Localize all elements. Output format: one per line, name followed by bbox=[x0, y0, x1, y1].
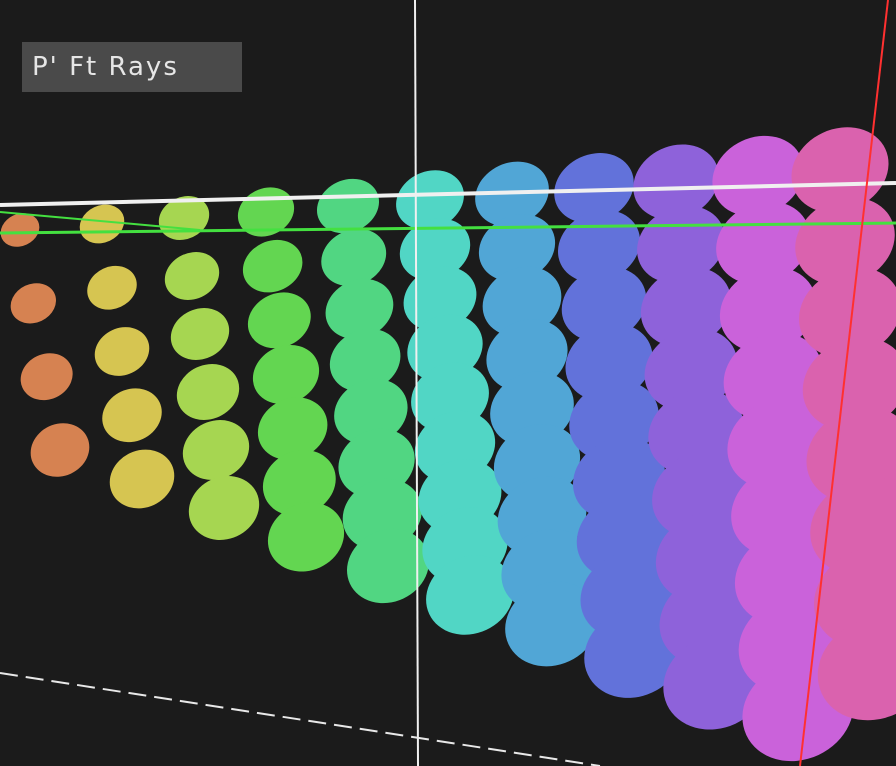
ray-blob bbox=[252, 344, 320, 405]
axis-line bbox=[0, 181, 896, 207]
ray-blob bbox=[723, 332, 823, 421]
ray-blob bbox=[802, 337, 896, 431]
ray-blob bbox=[633, 144, 719, 220]
ray-blob bbox=[30, 423, 90, 477]
ray-blob bbox=[237, 187, 295, 237]
ray-blob bbox=[814, 547, 896, 648]
ray-blob bbox=[426, 555, 514, 635]
ray-blob bbox=[403, 266, 477, 332]
ray-blob bbox=[79, 204, 125, 244]
ray-blob bbox=[188, 476, 260, 540]
ray-blob bbox=[640, 266, 732, 348]
axis-line bbox=[0, 672, 601, 766]
ray-blob bbox=[262, 449, 336, 516]
ray-blob bbox=[334, 378, 408, 445]
ray-blob bbox=[176, 364, 240, 420]
axis-line bbox=[0, 221, 896, 235]
ray-blob bbox=[94, 327, 150, 376]
ray-blob bbox=[267, 502, 345, 572]
ray-blob bbox=[795, 197, 895, 286]
ray-blob bbox=[505, 581, 599, 667]
ray-blob bbox=[321, 228, 387, 287]
axis-line bbox=[0, 211, 201, 231]
ray-blob bbox=[20, 353, 73, 401]
ray-blob bbox=[478, 214, 556, 282]
ray-blob bbox=[257, 397, 328, 460]
ray-blobs bbox=[0, 127, 896, 762]
ray-blob bbox=[565, 323, 653, 402]
ray-blob bbox=[554, 153, 634, 223]
overlay-label: P' Ft Rays bbox=[22, 42, 242, 92]
ray-blob bbox=[109, 449, 175, 509]
ray-blob bbox=[182, 420, 250, 480]
ray-blob bbox=[817, 617, 896, 721]
ray-blob bbox=[158, 196, 210, 240]
ray-blob bbox=[584, 608, 684, 698]
ray-blob bbox=[0, 213, 40, 247]
ray-blob bbox=[482, 266, 562, 337]
ray-blob bbox=[170, 308, 230, 360]
ray-blob bbox=[347, 528, 429, 604]
ray-blob bbox=[644, 328, 738, 411]
ray-blob bbox=[247, 292, 311, 349]
ray-blob bbox=[329, 328, 401, 392]
ray-blob bbox=[87, 265, 137, 310]
ray-blob bbox=[719, 267, 817, 353]
ray-blob bbox=[164, 252, 220, 300]
ray-blob bbox=[10, 283, 57, 324]
ray-blob bbox=[396, 170, 464, 230]
ray-blob bbox=[242, 239, 303, 293]
ray-blob bbox=[716, 201, 810, 285]
ray-blob bbox=[316, 178, 380, 234]
ray-blob bbox=[798, 267, 896, 358]
ray-blob bbox=[561, 266, 647, 342]
ray-blob bbox=[102, 388, 162, 443]
ray-blob bbox=[399, 218, 471, 281]
axis-line bbox=[414, 0, 419, 766]
ray-blob bbox=[791, 127, 889, 213]
ray-blob bbox=[712, 135, 804, 217]
ray-blob bbox=[325, 278, 394, 339]
axis-line bbox=[799, 0, 889, 766]
